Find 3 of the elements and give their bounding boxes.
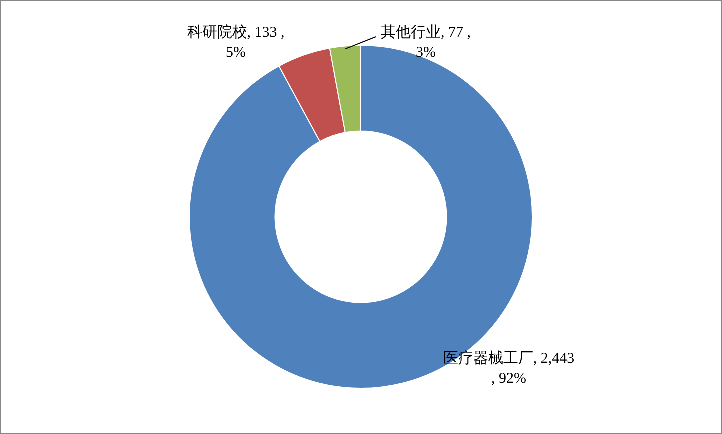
slice-label: 科研院校, 133 , 5% — [187, 24, 285, 61]
slice-label: 医疗器械工厂, 2,443 , 92% — [443, 350, 575, 387]
slice-label: 其他行业, 77 , 3% — [381, 24, 471, 61]
